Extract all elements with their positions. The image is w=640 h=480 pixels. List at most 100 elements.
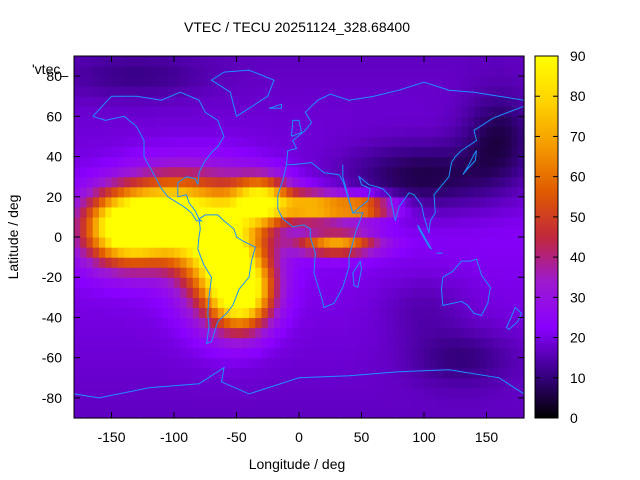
heatmap-cell <box>217 387 225 399</box>
heatmap-cell <box>317 86 325 97</box>
heatmap-cell <box>124 307 131 319</box>
heatmap-cell <box>467 106 475 117</box>
heatmap-cell <box>349 267 356 278</box>
heatmap-cell <box>511 176 519 188</box>
heatmap-cell <box>411 86 419 97</box>
heatmap-cell <box>492 226 500 238</box>
heatmap-cell <box>492 206 500 218</box>
heatmap-cell <box>180 347 188 359</box>
heatmap-cell <box>386 136 394 148</box>
heatmap-cell <box>299 357 306 369</box>
heatmap-cell <box>330 237 338 248</box>
colorbar-tick-label: 70 <box>570 128 586 144</box>
heatmap-cell <box>224 407 231 419</box>
heatmap-cell <box>280 407 288 419</box>
heatmap-cell <box>255 327 263 339</box>
heatmap-cell <box>117 136 125 148</box>
heatmap-cell <box>361 387 369 399</box>
heatmap-cell <box>124 106 131 117</box>
heatmap-cell <box>261 66 269 77</box>
heatmap-cell <box>217 56 225 67</box>
heatmap-cell <box>192 186 200 198</box>
heatmap-cell <box>436 247 444 258</box>
heatmap-cell <box>461 116 469 127</box>
heatmap-cell <box>474 226 481 238</box>
heatmap-cell <box>486 327 494 339</box>
heatmap-cell <box>99 357 106 369</box>
heatmap-cell <box>236 226 244 238</box>
heatmap-cell <box>430 397 438 409</box>
heatmap-cell <box>249 146 256 158</box>
heatmap-cell <box>361 267 369 278</box>
heatmap-cell <box>224 76 231 87</box>
heatmap-layer <box>74 56 525 419</box>
heatmap-cell <box>86 106 94 117</box>
heatmap-cell <box>461 247 469 258</box>
heatmap-cell <box>486 277 494 288</box>
heatmap-cell <box>180 146 188 158</box>
heatmap-cell <box>480 176 488 188</box>
heatmap-cell <box>255 176 263 188</box>
heatmap-cell <box>255 237 263 248</box>
heatmap-cell <box>111 146 119 158</box>
heatmap-cell <box>392 66 400 77</box>
heatmap-cell <box>199 126 206 138</box>
heatmap-cell <box>480 66 488 77</box>
heatmap-cell <box>455 156 463 168</box>
heatmap-cell <box>499 56 506 67</box>
heatmap-cell <box>111 86 119 97</box>
heatmap-cell <box>430 106 438 117</box>
heatmap-cell <box>505 216 513 228</box>
heatmap-cell <box>480 136 488 148</box>
heatmap-cell <box>261 287 269 298</box>
heatmap-cell <box>380 357 388 369</box>
heatmap-cell <box>380 186 388 198</box>
heatmap-cell <box>355 297 363 308</box>
heatmap-cell <box>305 277 313 288</box>
heatmap-cell <box>136 357 144 369</box>
heatmap-cell <box>242 357 250 369</box>
heatmap-cell <box>430 297 438 308</box>
heatmap-cell <box>267 186 275 198</box>
heatmap-cell <box>324 136 331 148</box>
heatmap-cell <box>180 76 188 87</box>
heatmap-cell <box>299 347 306 359</box>
heatmap-cell <box>242 66 250 77</box>
heatmap-cell <box>480 257 488 268</box>
heatmap-cell <box>449 407 456 419</box>
heatmap-cell <box>111 106 119 117</box>
heatmap-cell <box>305 66 313 77</box>
heatmap-cell <box>411 367 419 379</box>
heatmap-cell <box>505 327 513 339</box>
heatmap-cell <box>461 237 469 248</box>
heatmap-cell <box>105 66 113 77</box>
coastline <box>210 69 275 117</box>
heatmap-cell <box>186 76 194 87</box>
heatmap-cell <box>417 257 425 268</box>
heatmap-cell <box>192 237 200 248</box>
heatmap-cell <box>92 56 100 67</box>
heatmap-cell <box>180 66 188 77</box>
heatmap-cell <box>367 237 375 248</box>
heatmap-cell <box>480 166 488 178</box>
heatmap-cell <box>317 66 325 77</box>
heatmap-cell <box>105 327 113 339</box>
heatmap-cell <box>99 257 106 268</box>
heatmap-cell <box>174 327 181 339</box>
heatmap-cell <box>436 277 444 288</box>
heatmap-cell <box>192 267 200 278</box>
heatmap-cell <box>80 76 88 87</box>
heatmap-cell <box>274 247 281 258</box>
heatmap-cell <box>255 76 263 87</box>
heatmap-cell <box>205 407 213 419</box>
heatmap-cell <box>517 357 525 369</box>
heatmap-cell <box>367 216 375 228</box>
heatmap-cell <box>405 317 413 329</box>
heatmap-cell <box>386 126 394 138</box>
heatmap-cell <box>249 126 256 138</box>
heatmap-cell <box>92 377 100 389</box>
heatmap-cell <box>311 337 319 349</box>
heatmap-cell <box>474 307 481 319</box>
heatmap-cell <box>99 176 106 188</box>
